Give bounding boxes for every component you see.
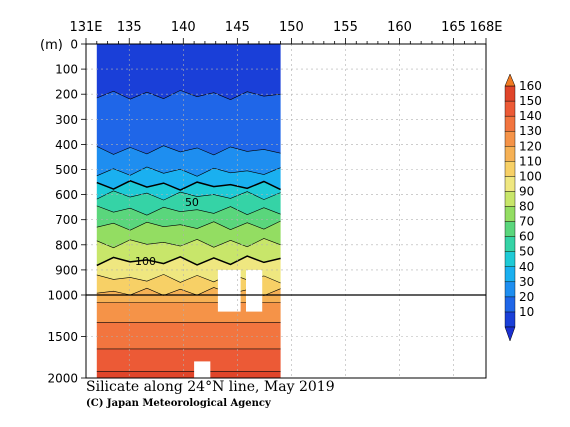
y-tick-label-800: 800 xyxy=(55,238,78,252)
x-tick-label-155: 155 xyxy=(333,20,358,35)
colorbar-label-20: 20 xyxy=(519,290,534,304)
band-160 xyxy=(96,371,281,378)
contour-line-20 xyxy=(96,90,281,101)
y-tick-label-500: 500 xyxy=(55,163,78,177)
y-tick-label-900: 900 xyxy=(55,263,78,277)
colorbar-label-100: 100 xyxy=(519,169,542,183)
colorbar-segment-80 xyxy=(504,206,516,222)
colorbar-label-150: 150 xyxy=(519,94,542,108)
colorbar-label-70: 70 xyxy=(519,215,534,229)
band-20 xyxy=(96,90,281,155)
band-90 xyxy=(96,238,281,266)
colorbar-segment-120 xyxy=(504,146,516,162)
colorbar-segment-30 xyxy=(504,281,516,298)
band-30 xyxy=(96,145,281,177)
colorbar-segment-130 xyxy=(504,130,516,147)
colorbar-segment-150 xyxy=(504,100,516,117)
contour-line-90 xyxy=(96,238,281,249)
colorbar-label-60: 60 xyxy=(519,230,534,244)
x-tick-label-145: 145 xyxy=(225,20,250,35)
y-tick-label-0: 0 xyxy=(70,38,78,52)
colorbar-segment-100 xyxy=(504,176,516,192)
contour-line-40 xyxy=(96,166,281,177)
colorbar-segment-50 xyxy=(504,251,516,267)
colorbar-segment-110 xyxy=(504,161,516,177)
colorbar-label-140: 140 xyxy=(519,109,542,123)
contour-line-30 xyxy=(96,145,281,156)
band-10 xyxy=(96,44,281,100)
colorbar-label-110: 110 xyxy=(519,154,542,168)
colorbar-label-130: 130 xyxy=(519,124,542,138)
colorbar-segment-20 xyxy=(504,296,516,313)
y-tick-label-200: 200 xyxy=(55,88,78,102)
y-tick-label-400: 400 xyxy=(55,138,78,152)
colorbar-segment-140 xyxy=(504,115,516,132)
missing-data-3 xyxy=(194,361,211,378)
x-tick-label-168E: 168E xyxy=(469,20,502,35)
band-150 xyxy=(96,348,281,372)
chart-title: Silicate along 24°N line, May 2019 xyxy=(86,379,335,395)
colorbar-label-30: 30 xyxy=(519,275,534,289)
x-tick-label-165: 165 xyxy=(441,20,466,35)
contour-line-70 xyxy=(96,205,281,216)
colorbar-label-80: 80 xyxy=(519,200,534,214)
x-tick-label-160: 160 xyxy=(387,20,412,35)
band-80 xyxy=(96,221,281,248)
y-tick-label-100: 100 xyxy=(55,63,78,77)
y-unit-label: (m) xyxy=(40,38,63,53)
contour-line-60 xyxy=(96,190,281,201)
y-tick-label-1000: 1000 xyxy=(47,289,78,303)
plot-frame xyxy=(85,43,487,379)
x-tick-label-150: 150 xyxy=(279,20,304,35)
colorbar-label-10: 10 xyxy=(519,305,534,319)
missing-data-1 xyxy=(217,269,241,312)
x-tick-label-131E: 131E xyxy=(69,20,102,35)
contour-label-100: 100 xyxy=(135,255,156,268)
y-tick-label-2000: 2000 xyxy=(47,372,78,386)
colorbar-min-arrow xyxy=(504,326,516,342)
band-40 xyxy=(96,167,281,191)
band-140 xyxy=(96,322,281,349)
colorbar-segment-90 xyxy=(504,191,516,207)
y-tick-label-700: 700 xyxy=(55,213,78,227)
chart-credit: (C) Japan Meteorological Agency xyxy=(86,398,271,409)
colorbar-segment-60 xyxy=(504,236,516,252)
colorbar-segment-40 xyxy=(504,266,516,283)
colorbar-segment-70 xyxy=(504,221,516,237)
colorbar-label-160: 160 xyxy=(519,79,542,93)
colorbar-label-120: 120 xyxy=(519,139,542,153)
colorbar-label-90: 90 xyxy=(519,184,534,198)
colorbar-max-arrow xyxy=(504,73,516,87)
missing-data-2 xyxy=(246,269,263,312)
x-tick-label-140: 140 xyxy=(171,20,196,35)
contour-line-80 xyxy=(96,220,281,231)
colorbar-label-40: 40 xyxy=(519,260,534,274)
contour-label-50: 50 xyxy=(185,196,199,209)
y-tick-label-1500: 1500 xyxy=(47,330,78,344)
contour-line-100 xyxy=(96,255,281,267)
x-tick-label-135: 135 xyxy=(117,20,142,35)
colorbar-label-50: 50 xyxy=(519,245,534,259)
colorbar-segment-10 xyxy=(504,311,516,328)
y-tick-label-600: 600 xyxy=(55,188,78,202)
y-tick-label-300: 300 xyxy=(55,113,78,127)
colorbar-segment-160 xyxy=(504,85,516,102)
contour-line-50 xyxy=(96,179,281,191)
